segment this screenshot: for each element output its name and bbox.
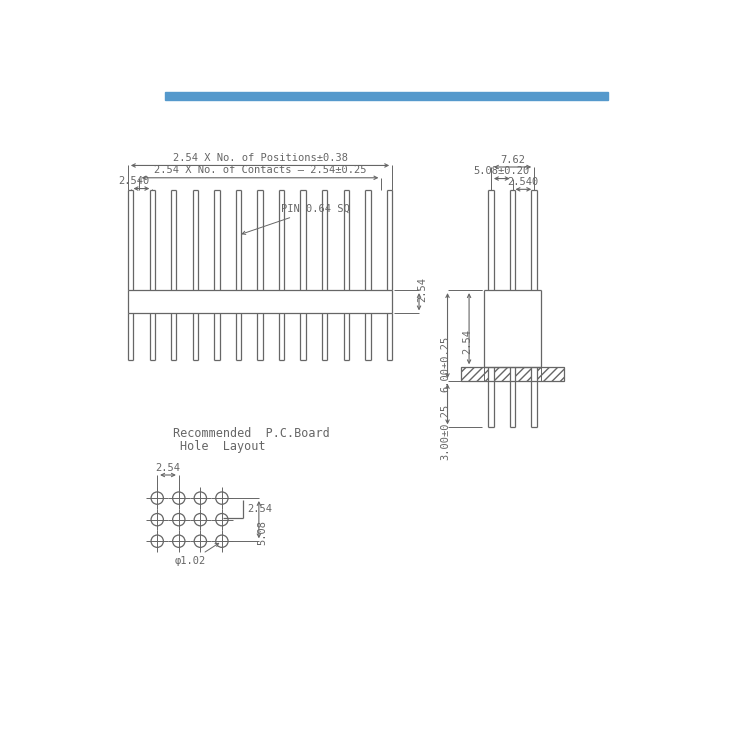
Text: 2.54: 2.54 bbox=[155, 463, 181, 472]
Bar bbox=[494, 368, 510, 381]
Text: 5.08±0.20: 5.08±0.20 bbox=[474, 166, 530, 176]
Text: Hole  Layout: Hole Layout bbox=[180, 440, 266, 454]
Bar bbox=[515, 368, 532, 381]
Text: 2.54 X No. of Contacts – 2.54±0.25: 2.54 X No. of Contacts – 2.54±0.25 bbox=[154, 166, 366, 176]
Text: 2.54: 2.54 bbox=[248, 504, 272, 514]
Text: 2.540: 2.540 bbox=[508, 177, 539, 187]
Bar bbox=[484, 368, 488, 381]
Text: 5.08: 5.08 bbox=[257, 520, 267, 544]
Text: 2.54: 2.54 bbox=[462, 328, 472, 354]
Bar bbox=[461, 368, 484, 381]
Text: Recommended  P.C.Board: Recommended P.C.Board bbox=[172, 427, 329, 440]
Text: 7.62: 7.62 bbox=[500, 154, 525, 165]
Text: 3.00±0.25: 3.00±0.25 bbox=[440, 404, 450, 460]
Text: 2.540: 2.540 bbox=[118, 176, 149, 186]
Text: 2.54: 2.54 bbox=[417, 277, 427, 302]
Bar bbox=[165, 92, 608, 100]
Bar bbox=[537, 368, 541, 381]
Bar bbox=[541, 368, 564, 381]
Text: PIN 0.64 SQ: PIN 0.64 SQ bbox=[242, 204, 350, 235]
Text: 6.00±0.25: 6.00±0.25 bbox=[440, 336, 450, 392]
Text: φ1.02: φ1.02 bbox=[175, 543, 219, 566]
Text: 2.54 X No. of Positions±0.38: 2.54 X No. of Positions±0.38 bbox=[172, 153, 347, 164]
